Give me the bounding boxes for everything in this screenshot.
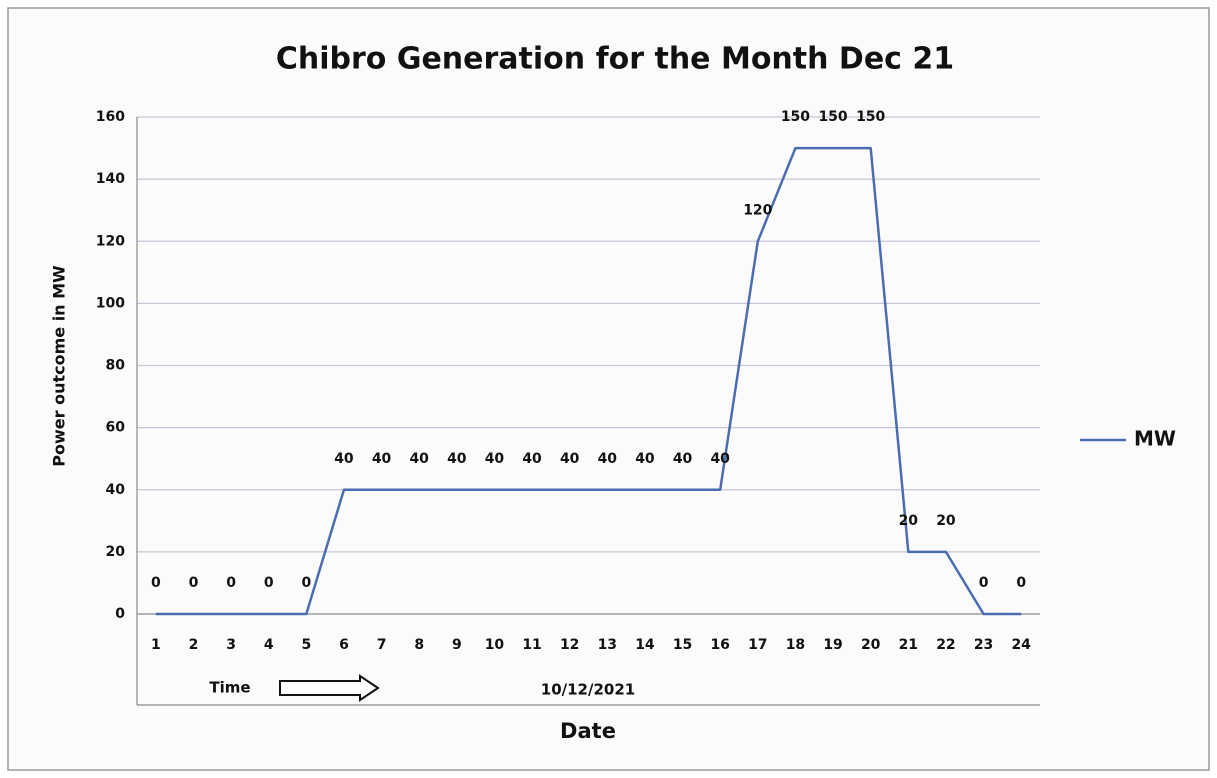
data-label: 40 [710,451,730,467]
x-tick-label: 6 [339,637,349,653]
data-label: 120 [743,202,772,218]
data-label: 150 [818,109,847,125]
x-tick-label: 21 [899,637,918,653]
data-label: 40 [635,451,655,467]
y-axis-label: Power outcome in MW [50,265,69,467]
data-label: 0 [1016,575,1026,591]
y-tick-label: 40 [106,482,126,498]
y-tick-label: 0 [115,606,125,622]
y-tick-label: 120 [96,233,125,249]
x-tick-label: 20 [861,637,881,653]
y-tick-label: 100 [96,295,125,311]
x-tick-label: 7 [377,637,387,653]
x-tick-label: 17 [748,637,767,653]
data-label: 0 [979,575,989,591]
data-label: 40 [673,451,693,467]
x-tick-label: 18 [786,637,805,653]
x-tick-label: 3 [226,637,236,653]
x-axis-label: Date [560,719,616,743]
x-tick-label: 19 [823,637,842,653]
arrow [279,674,380,702]
data-label: 40 [522,451,542,467]
x-tick-label: 22 [936,637,955,653]
y-tick-label: 160 [96,109,125,125]
x-tick-label: 15 [673,637,692,653]
x-tick-label: 1 [151,637,161,653]
annotation: Time [209,679,250,697]
annotation: 10/12/2021 [541,681,635,699]
x-tick-label: 16 [710,637,729,653]
x-tick-label: 4 [264,637,274,653]
data-label: 40 [560,451,580,467]
data-label: 40 [447,451,467,467]
data-label: 0 [226,575,236,591]
chart-frame [7,7,1210,771]
x-tick-label: 11 [522,637,541,653]
data-label: 40 [485,451,505,467]
x-tick-label: 12 [560,637,579,653]
data-label: 150 [781,109,810,125]
data-label: 40 [598,451,618,467]
chart-title: Chibro Generation for the Month Dec 21 [276,42,954,77]
data-line [155,146,1022,616]
data-label: 20 [936,513,956,529]
data-label: 20 [899,513,919,529]
data-label: 0 [151,575,161,591]
y-tick-label: 60 [106,420,126,436]
data-label: 40 [409,451,429,467]
x-tick-label: 2 [189,637,199,653]
x-tick-label: 10 [485,637,505,653]
data-label: 150 [856,109,885,125]
x-tick-label: 24 [1011,637,1031,653]
x-tick-label: 5 [301,637,311,653]
data-label: 0 [264,575,274,591]
x-tick-label: 8 [414,637,424,653]
y-tick-label: 140 [96,171,125,187]
data-label: 40 [372,451,392,467]
y-tick-label: 80 [106,358,126,374]
x-tick-label: 13 [598,637,617,653]
x-tick-label: 9 [452,637,462,653]
data-label: 0 [189,575,199,591]
x-tick-label: 23 [974,637,993,653]
x-tick-label: 14 [635,637,655,653]
data-label: 40 [334,451,354,467]
y-tick-label: 20 [106,544,126,560]
legend-label: MW [1134,427,1176,451]
data-label: 0 [301,575,311,591]
